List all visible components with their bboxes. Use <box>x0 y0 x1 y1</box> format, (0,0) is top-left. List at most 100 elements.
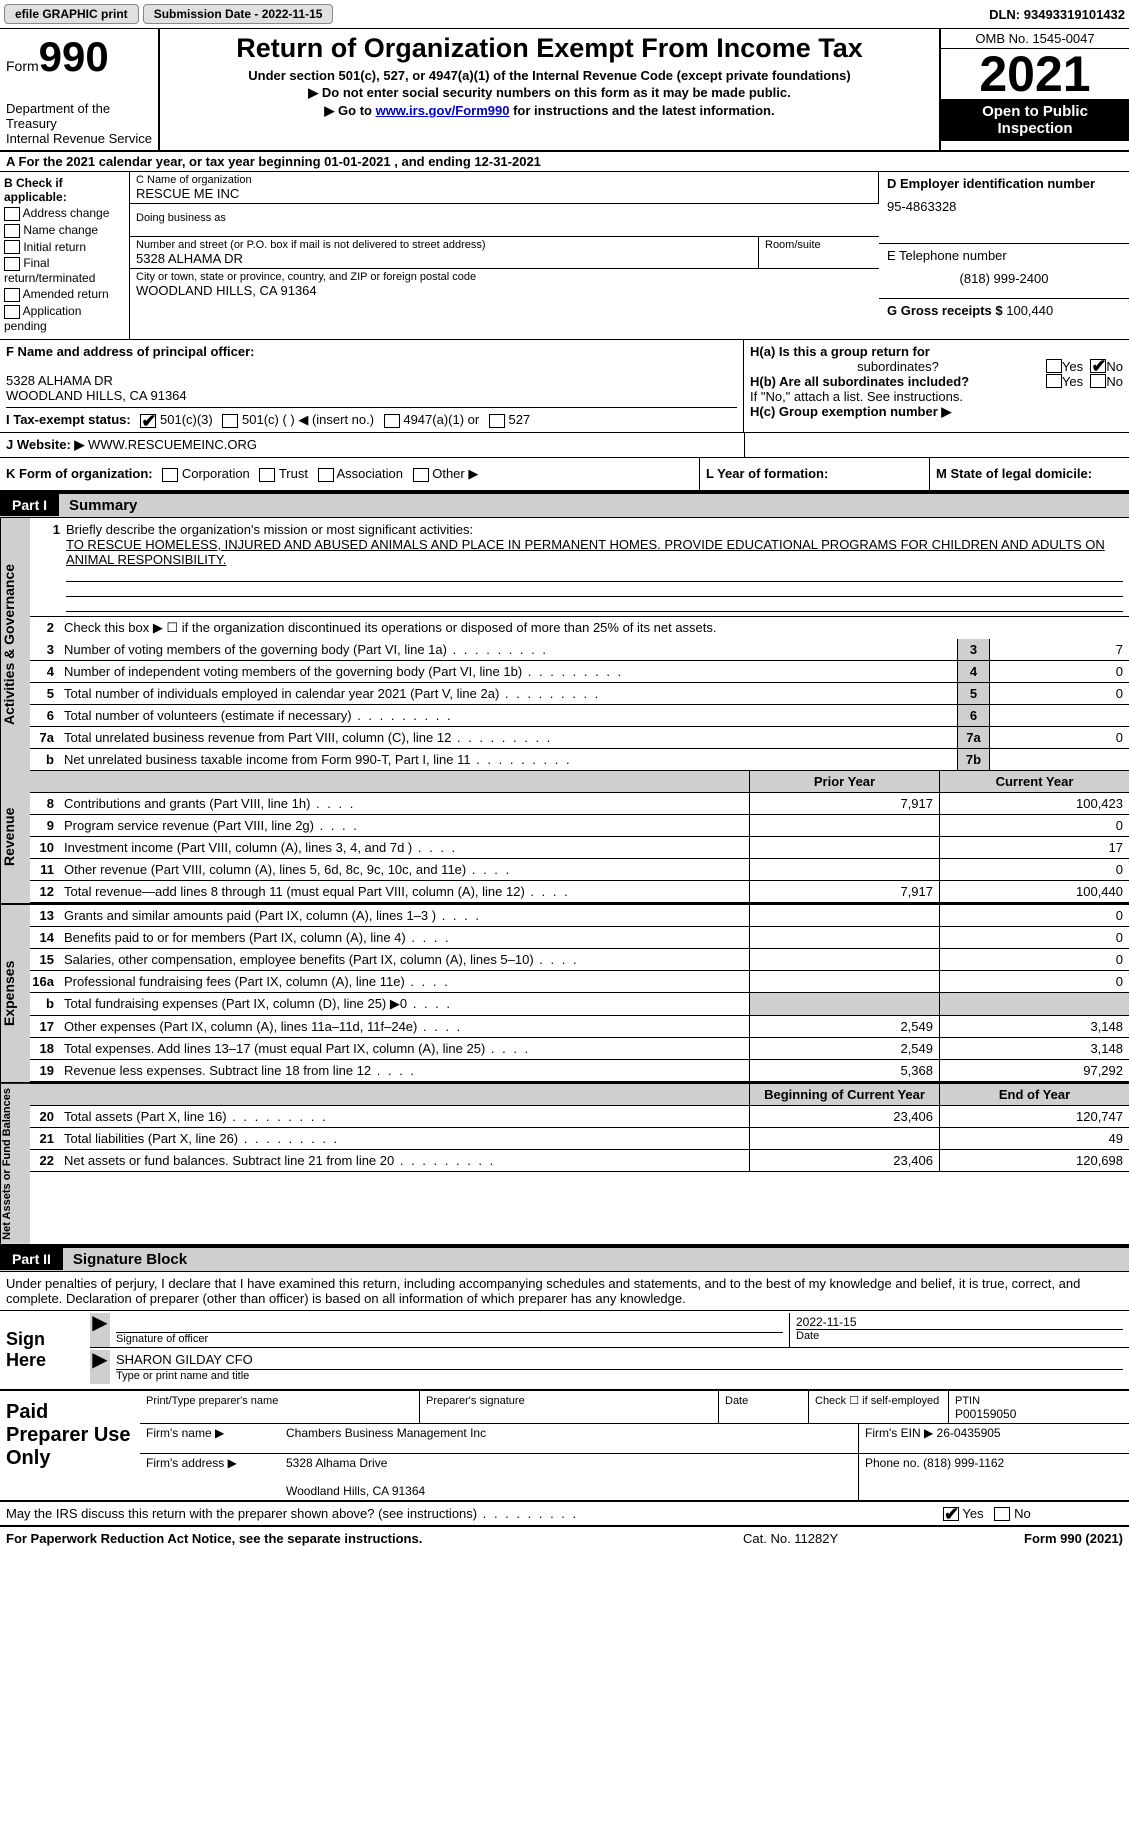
cb-discuss-yes[interactable] <box>943 1507 959 1521</box>
cb-4947[interactable] <box>384 414 400 428</box>
cb-501c3[interactable] <box>140 414 156 428</box>
phone-value: (818) 999-2400 <box>887 271 1121 286</box>
cb-name-change[interactable] <box>4 224 20 238</box>
cb-hb-no[interactable] <box>1090 374 1106 388</box>
submission-date-value: 2022-11-15 <box>262 7 323 21</box>
summary-line-7a: 7aTotal unrelated business revenue from … <box>30 727 1129 749</box>
expense-line-14: 14Benefits paid to or for members (Part … <box>30 927 1129 949</box>
street-value: 5328 ALHAMA DR <box>136 251 752 266</box>
sig-date-value: 2022-11-15 <box>796 1315 857 1329</box>
cb-hb-yes[interactable] <box>1046 374 1062 388</box>
cb-amended-return[interactable] <box>4 288 20 302</box>
hc-label: H(c) Group exemption number ▶ <box>750 404 951 419</box>
tax-status-label: I Tax-exempt status: <box>6 412 131 427</box>
cb-assoc[interactable] <box>318 468 334 482</box>
summary-line-b: bNet unrelated business taxable income f… <box>30 749 1129 771</box>
cb-final-return[interactable] <box>4 257 20 271</box>
cb-initial-return[interactable] <box>4 240 20 254</box>
dba-label: Doing business as <box>136 212 873 224</box>
firm-addr-value1: 5328 Alhama Drive <box>286 1456 387 1470</box>
revenue-line-8: 8Contributions and grants (Part VIII, li… <box>30 793 1129 815</box>
sig-date-label: Date <box>796 1329 1123 1342</box>
firm-addr-value2: Woodland Hills, CA 91364 <box>286 1484 425 1498</box>
expense-line-17: 17Other expenses (Part IX, column (A), l… <box>30 1016 1129 1038</box>
cb-501c[interactable] <box>222 414 238 428</box>
vtab-revenue: Revenue <box>0 771 30 903</box>
firm-name-label: Firm's name ▶ <box>146 1426 224 1440</box>
hdr-current-year: Current Year <box>939 771 1129 792</box>
vtab-activities: Activities & Governance <box>0 518 30 771</box>
street-label: Number and street (or P.O. box if mail i… <box>136 239 752 251</box>
cb-application-pending[interactable] <box>4 305 20 319</box>
form-title: Return of Organization Exempt From Incom… <box>170 33 929 64</box>
hdr-boy: Beginning of Current Year <box>749 1084 939 1105</box>
phone-label: E Telephone number <box>887 248 1121 263</box>
cb-ha-no[interactable] <box>1090 359 1106 373</box>
suite-label: Room/suite <box>759 237 879 268</box>
col-sig-label: Preparer's signature <box>426 1395 525 1407</box>
sig-officer-label: Signature of officer <box>116 1332 783 1345</box>
org-name-label: C Name of organization <box>136 174 872 186</box>
form-org-label: K Form of organization: <box>6 466 153 481</box>
submission-date-btn[interactable]: Submission Date - 2022-11-15 <box>143 4 334 24</box>
officer-addr2: WOODLAND HILLS, CA 91364 <box>6 388 737 403</box>
form-note1: ▶ Do not enter social security numbers o… <box>170 85 929 101</box>
firm-addr-label: Firm's address ▶ <box>146 1456 237 1470</box>
irs-label: Internal Revenue Service <box>6 131 152 146</box>
firm-phone-value: (818) 999-1162 <box>923 1456 1004 1470</box>
sig-arrow-icon: ▶ <box>90 1313 110 1347</box>
dln-label: DLN: <box>989 7 1024 22</box>
cb-address-change[interactable] <box>4 207 20 221</box>
form-note2: ▶ Go to www.irs.gov/Form990 for instruct… <box>170 103 929 119</box>
summary-line-6: 6Total number of volunteers (estimate if… <box>30 705 1129 727</box>
officer-label: F Name and address of principal officer: <box>6 344 255 359</box>
cb-other[interactable] <box>413 468 429 482</box>
summary-line-4: 4Number of independent voting members of… <box>30 661 1129 683</box>
cb-corp[interactable] <box>162 468 178 482</box>
discuss-text: May the IRS discuss this return with the… <box>6 1506 477 1521</box>
cb-discuss-no[interactable] <box>994 1507 1010 1521</box>
org-name: RESCUE ME INC <box>136 186 872 201</box>
cb-trust[interactable] <box>259 468 275 482</box>
firm-phone-label: Phone no. <box>865 1456 920 1470</box>
page-footer: For Paperwork Reduction Act Notice, see … <box>0 1527 1129 1550</box>
expense-line-13: 13Grants and similar amounts paid (Part … <box>30 905 1129 927</box>
expense-line-b: bTotal fundraising expenses (Part IX, co… <box>30 993 1129 1016</box>
col-ptin-value: P00159050 <box>955 1407 1016 1421</box>
line1-mission: TO RESCUE HOMELESS, INJURED AND ABUSED A… <box>66 537 1105 567</box>
expense-line-16a: 16aProfessional fundraising fees (Part I… <box>30 971 1129 993</box>
cb-527[interactable] <box>489 414 505 428</box>
year-formation-label: L Year of formation: <box>706 466 828 481</box>
firm-name-value: Chambers Business Management Inc <box>286 1426 486 1440</box>
hdr-eoy: End of Year <box>939 1084 1129 1105</box>
part2-header: Part IISignature Block <box>0 1246 1129 1272</box>
inspection-box: Open to PublicInspection <box>941 99 1129 141</box>
row-a-taxyear: A For the 2021 calendar year, or tax yea… <box>0 152 1129 172</box>
irs-link[interactable]: www.irs.gov/Form990 <box>376 103 510 118</box>
revenue-line-9: 9Program service revenue (Part VIII, lin… <box>30 815 1129 837</box>
vtab-netassets: Net Assets or Fund Balances <box>0 1084 30 1244</box>
col-date-label: Date <box>725 1395 748 1407</box>
netassets-line-22: 22Net assets or fund balances. Subtract … <box>30 1150 1129 1172</box>
summary-line-3: 3Number of voting members of the governi… <box>30 639 1129 661</box>
cb-ha-yes[interactable] <box>1046 359 1062 373</box>
dln-value: 93493319101432 <box>1024 7 1125 22</box>
efile-print-btn[interactable]: efile GRAPHIC print <box>4 4 139 24</box>
city-label: City or town, state or province, country… <box>136 271 873 283</box>
ha-label: H(a) Is this a group return for <box>750 344 930 359</box>
sig-name-value: SHARON GILDAY CFO <box>116 1352 1123 1367</box>
summary-line-5: 5Total number of individuals employed in… <box>30 683 1129 705</box>
ha-label2: subordinates? <box>750 359 1046 374</box>
form-header: Form990 Department of the Treasury Inter… <box>0 29 1129 152</box>
officer-addr1: 5328 ALHAMA DR <box>6 373 737 388</box>
netassets-line-20: 20Total assets (Part X, line 16)23,40612… <box>30 1106 1129 1128</box>
part1-header: Part ISummary <box>0 492 1129 518</box>
city-value: WOODLAND HILLS, CA 91364 <box>136 283 873 298</box>
dept-treasury: Department of the Treasury <box>6 101 152 131</box>
revenue-line-10: 10Investment income (Part VIII, column (… <box>30 837 1129 859</box>
line2-text: Check this box ▶ ☐ if the organization d… <box>60 617 1129 639</box>
top-bar: efile GRAPHIC print Submission Date - 20… <box>0 0 1129 29</box>
col-print-label: Print/Type preparer's name <box>146 1395 278 1407</box>
revenue-line-12: 12Total revenue—add lines 8 through 11 (… <box>30 881 1129 903</box>
form-word: Form <box>6 58 39 74</box>
